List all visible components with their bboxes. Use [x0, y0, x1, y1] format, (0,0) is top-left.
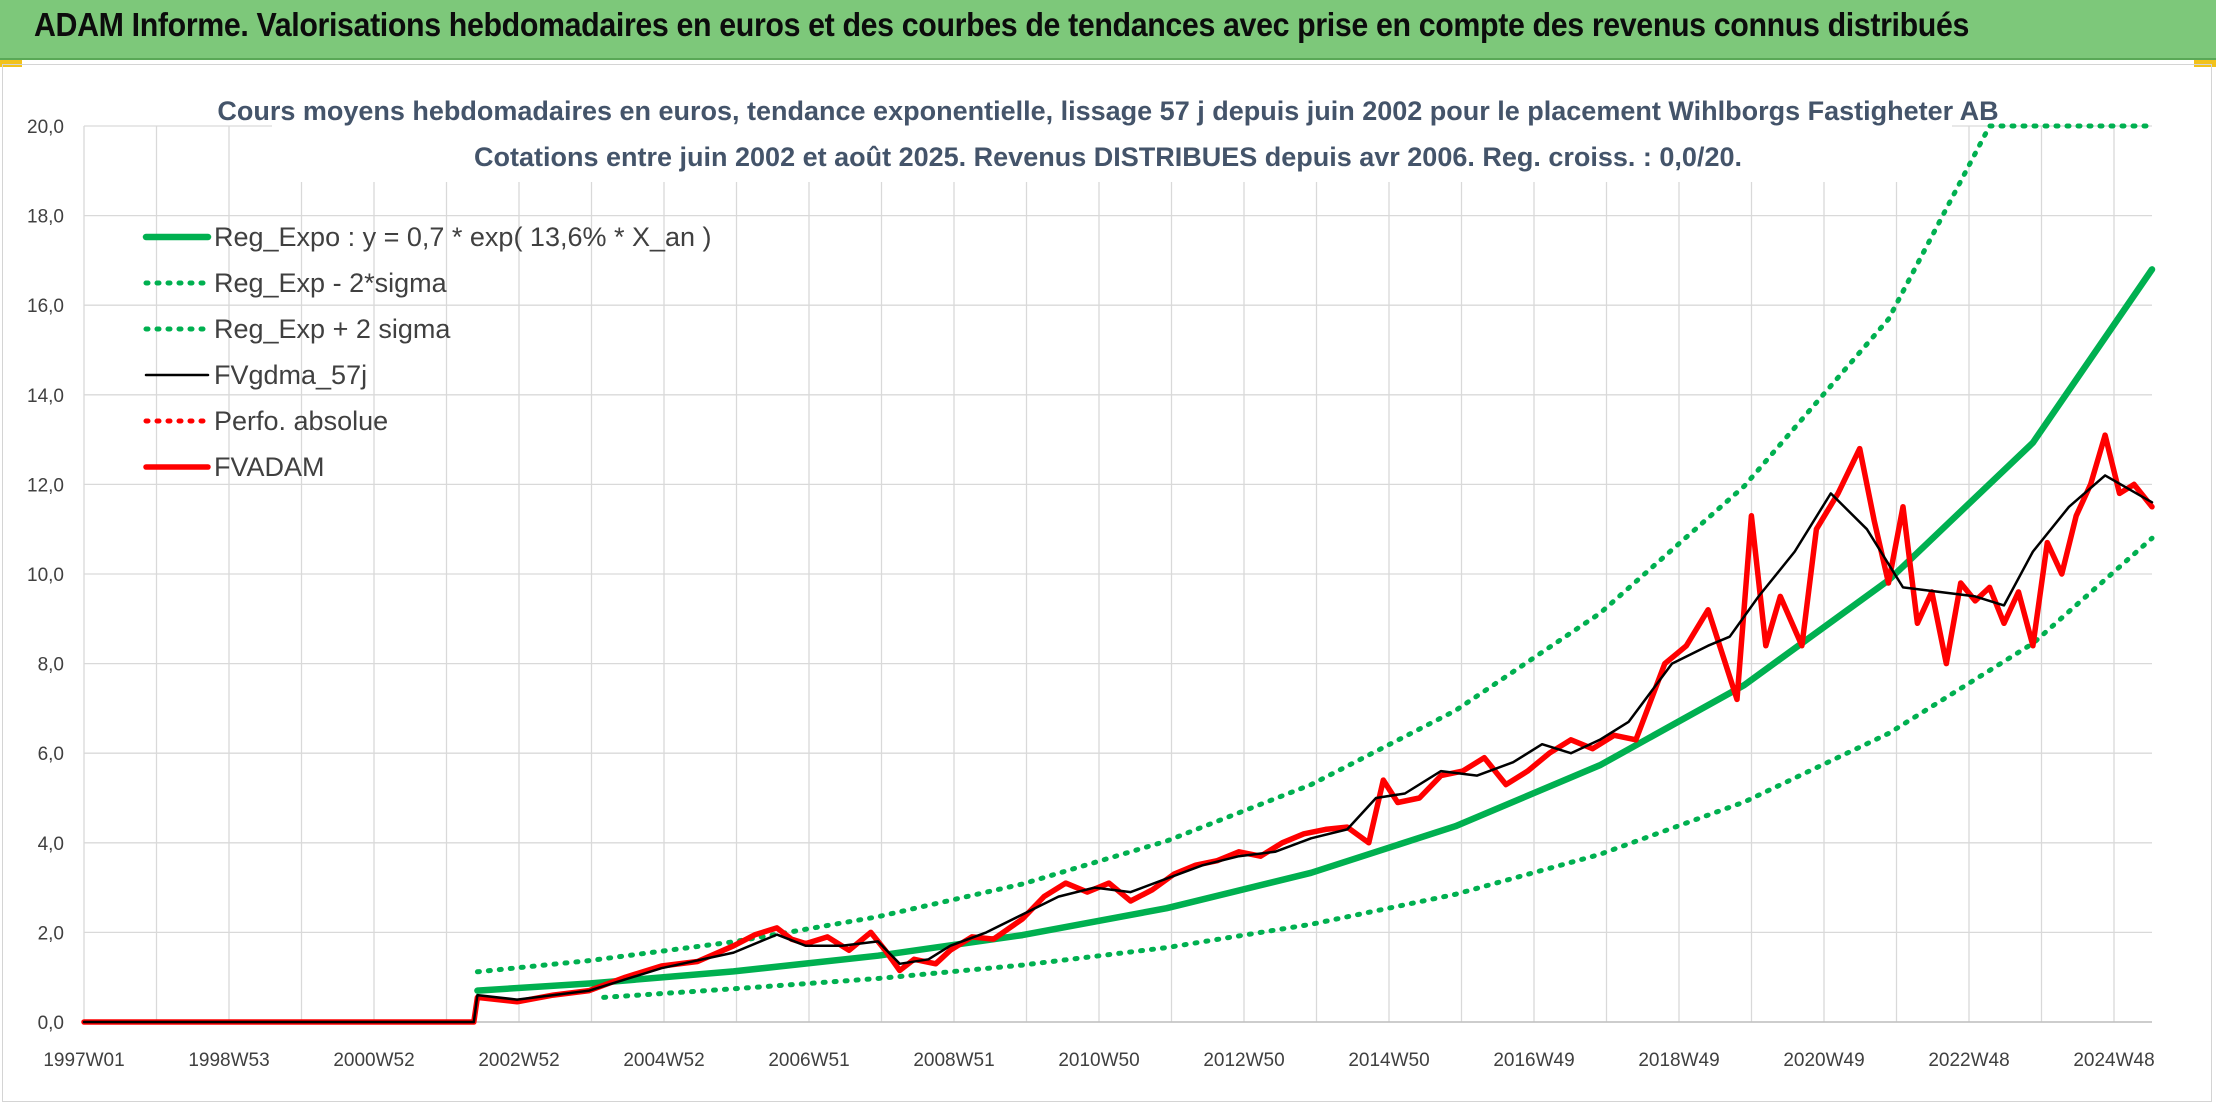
legend-label: Reg_Expo : y = 0,7 * exp( 13,6% * X_an ) — [214, 222, 712, 252]
series-line-3 — [82, 474, 2154, 1024]
y-tick-label: 18,0 — [27, 207, 64, 228]
y-tick-label: 4,0 — [38, 834, 64, 855]
legend: Reg_Expo : y = 0,7 * exp( 13,6% * X_an )… — [142, 222, 712, 482]
y-tick-label: 6,0 — [38, 744, 64, 765]
x-tick-label: 2022W48 — [1928, 1050, 2009, 1071]
x-tick-label: 1998W53 — [188, 1050, 269, 1071]
x-tick-label: 1997W01 — [43, 1050, 124, 1071]
legend-label: Reg_Exp + 2 sigma — [214, 314, 451, 344]
x-tick-label: 2024W48 — [2073, 1050, 2154, 1071]
x-tick-label: 2020W49 — [1783, 1050, 1864, 1071]
y-tick-label: 14,0 — [27, 386, 64, 407]
x-axis-ticks: 1997W01 1998W53 2000W52 2002W52 2004W52 2006W… — [43, 1050, 2154, 1071]
series-line-0 — [474, 266, 2156, 994]
series-line-2 — [474, 123, 2155, 975]
x-tick-label: 2000W52 — [333, 1050, 414, 1071]
corner-mark-left — [0, 60, 22, 67]
y-tick-label: 2,0 — [38, 923, 64, 944]
legend-label: Reg_Exp - 2*sigma — [214, 268, 448, 298]
legend-label: FVgdma_57j — [214, 360, 367, 390]
header-banner: ADAM Informe. Valorisations hebdomadaire… — [0, 0, 2216, 60]
series-line-5 — [81, 432, 2155, 1025]
y-tick-label: 8,0 — [38, 655, 64, 676]
chart-subtitle: Cotations entre juin 2002 et août 2025. … — [474, 142, 1742, 172]
chart-frame — [2, 64, 2212, 1102]
report-title: ADAM Informe. Valorisations hebdomadaire… — [34, 6, 1969, 43]
x-tick-label: 2012W50 — [1203, 1050, 1284, 1071]
corner-mark-right — [2194, 60, 2216, 67]
x-tick-label: 2002W52 — [478, 1050, 559, 1071]
y-axis-ticks: 0,0 2,0 4,0 6,0 8,0 10,0 12,0 14,0 16,0 18,0 20,0 — [27, 117, 64, 1034]
series-line-1 — [601, 535, 2155, 1000]
x-tick-label: 2018W49 — [1638, 1050, 1719, 1071]
y-tick-label: 16,0 — [27, 296, 64, 317]
x-tick-label: 2016W49 — [1493, 1050, 1574, 1071]
y-tick-label: 12,0 — [27, 475, 64, 496]
x-tick-label: 2010W50 — [1058, 1050, 1139, 1071]
x-tick-label: 2004W52 — [623, 1050, 704, 1071]
title-background — [272, 92, 1952, 182]
x-tick-label: 2006W51 — [768, 1050, 849, 1071]
legend-label: Perfo. absolue — [214, 406, 388, 436]
y-tick-label: 0,0 — [38, 1013, 64, 1034]
x-tick-label: 2014W50 — [1348, 1050, 1429, 1071]
gridlines — [83, 125, 2152, 1023]
chart-title: Cours moyens hebdomadaires en euros, ten… — [217, 96, 1998, 126]
x-tick-label: 2008W51 — [913, 1050, 994, 1071]
y-tick-label: 20,0 — [27, 117, 64, 138]
series-lines — [81, 123, 2156, 1025]
legend-label: FVADAM — [214, 452, 325, 482]
y-tick-label: 10,0 — [27, 565, 64, 586]
